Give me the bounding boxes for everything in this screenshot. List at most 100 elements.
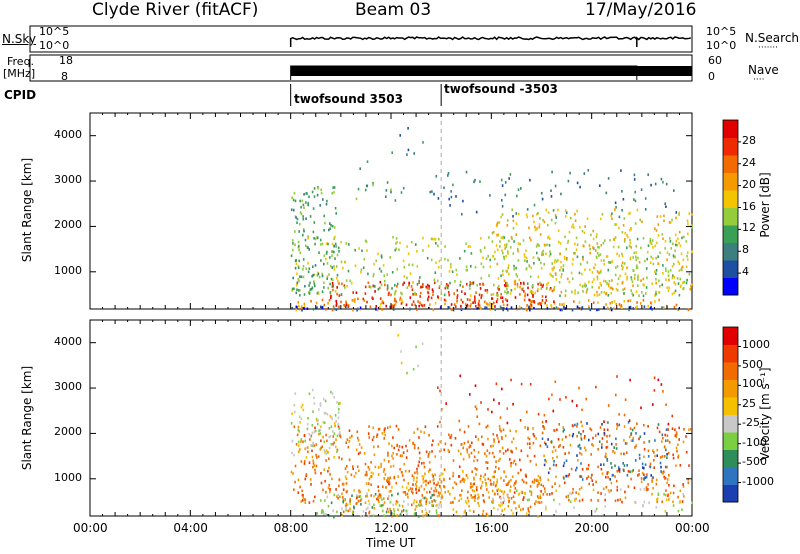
power-cell bbox=[448, 306, 451, 310]
power-cell bbox=[469, 287, 471, 290]
velocity-cell bbox=[581, 468, 584, 471]
velocity-cell bbox=[667, 422, 670, 426]
velocity-cell bbox=[598, 440, 601, 443]
power-cell bbox=[616, 265, 619, 268]
velocity-cell bbox=[425, 502, 427, 506]
velocity-cell bbox=[465, 474, 468, 477]
power-cell bbox=[462, 199, 464, 203]
power-cell bbox=[504, 181, 507, 184]
velocity-cell bbox=[678, 501, 681, 504]
velocity-cell bbox=[597, 499, 599, 502]
velocity-cell bbox=[592, 488, 595, 492]
velocity-cell bbox=[341, 507, 343, 511]
power-cell bbox=[651, 239, 654, 242]
velocity-cell bbox=[580, 420, 582, 424]
power-cell bbox=[291, 289, 293, 292]
velocity-cell bbox=[469, 486, 472, 489]
velocity-cell bbox=[429, 490, 431, 494]
velocity-cell bbox=[445, 402, 447, 405]
velocity-cell bbox=[623, 413, 626, 417]
velocity-cell bbox=[498, 424, 501, 428]
power-cell bbox=[589, 308, 592, 312]
velocity-cell bbox=[390, 512, 393, 515]
power-cell bbox=[355, 197, 358, 201]
velocity-cell bbox=[290, 470, 293, 474]
power-cell bbox=[596, 277, 599, 281]
velocity-cell bbox=[555, 510, 557, 513]
power-cell bbox=[543, 263, 545, 266]
velocity-cell bbox=[320, 472, 322, 475]
power-cell bbox=[313, 273, 315, 277]
velocity-cell bbox=[499, 427, 501, 431]
power-cell bbox=[308, 267, 311, 270]
power-cell bbox=[497, 277, 500, 280]
velocity-cell bbox=[349, 502, 351, 505]
power-cell bbox=[335, 265, 338, 268]
power-cell bbox=[463, 249, 466, 253]
velocity-cell bbox=[326, 413, 329, 416]
power-cell bbox=[673, 291, 676, 295]
velocity-cell bbox=[559, 398, 561, 401]
power-cell bbox=[529, 275, 532, 278]
velocity-cell bbox=[399, 454, 402, 457]
velocity-cell bbox=[422, 514, 424, 518]
velocity-cell bbox=[603, 428, 606, 431]
velocity-cell bbox=[471, 489, 474, 492]
velocity-cell bbox=[647, 455, 650, 458]
velocity-cell bbox=[450, 434, 453, 437]
velocity-cell bbox=[581, 408, 583, 412]
power-cell bbox=[507, 264, 510, 267]
power-cell bbox=[533, 300, 535, 303]
velocity-cell bbox=[417, 464, 420, 467]
velocity-cell bbox=[655, 498, 658, 501]
power-cell bbox=[491, 302, 494, 306]
velocity-cell bbox=[495, 465, 497, 469]
power-cell bbox=[621, 264, 623, 267]
power-cell bbox=[661, 283, 663, 287]
velocity-cell bbox=[441, 408, 443, 411]
velocity-cell bbox=[526, 498, 529, 502]
velocity-cell bbox=[537, 479, 539, 483]
velocity-cell bbox=[365, 482, 368, 485]
power-cell bbox=[325, 202, 328, 206]
velocity-region-5 bbox=[341, 469, 543, 518]
velocity-cell bbox=[683, 428, 685, 431]
power-cell bbox=[538, 258, 540, 261]
power-cell bbox=[305, 201, 307, 204]
velocity-cell bbox=[652, 403, 654, 406]
power-cell bbox=[307, 236, 309, 240]
power-cell bbox=[313, 221, 316, 224]
velocity-cell bbox=[300, 405, 303, 409]
velocity-cell bbox=[589, 427, 591, 430]
power-cell bbox=[667, 270, 670, 273]
power-cell bbox=[347, 269, 350, 273]
power-cell bbox=[390, 190, 392, 194]
power-cell bbox=[495, 224, 498, 228]
velocity-cell bbox=[527, 507, 529, 510]
power-cell bbox=[624, 272, 627, 276]
power-cell bbox=[595, 249, 597, 252]
velocity-cell bbox=[587, 463, 590, 467]
velocity-cell bbox=[356, 436, 359, 440]
velocity-cell bbox=[492, 433, 495, 436]
power-cell bbox=[450, 265, 452, 269]
power-cell bbox=[677, 260, 680, 264]
velocity-cell bbox=[660, 383, 663, 386]
velocity-cell bbox=[664, 510, 667, 513]
velocity-cell bbox=[562, 464, 565, 468]
velocity-cell bbox=[428, 451, 431, 454]
power-cell bbox=[475, 291, 477, 294]
velocity-cell bbox=[486, 461, 489, 464]
velocity-cell bbox=[389, 425, 391, 428]
power-cell bbox=[321, 274, 324, 278]
power-cell bbox=[479, 248, 482, 252]
velocity-cell bbox=[525, 481, 528, 485]
power-cell bbox=[353, 300, 356, 303]
velocity-cell bbox=[422, 496, 424, 500]
velocity-cell bbox=[386, 480, 389, 484]
velocity-cell bbox=[543, 425, 545, 429]
power-cell bbox=[325, 308, 327, 311]
power-cell bbox=[335, 308, 338, 311]
power-cell bbox=[391, 271, 394, 274]
velocity-cell bbox=[500, 513, 503, 516]
